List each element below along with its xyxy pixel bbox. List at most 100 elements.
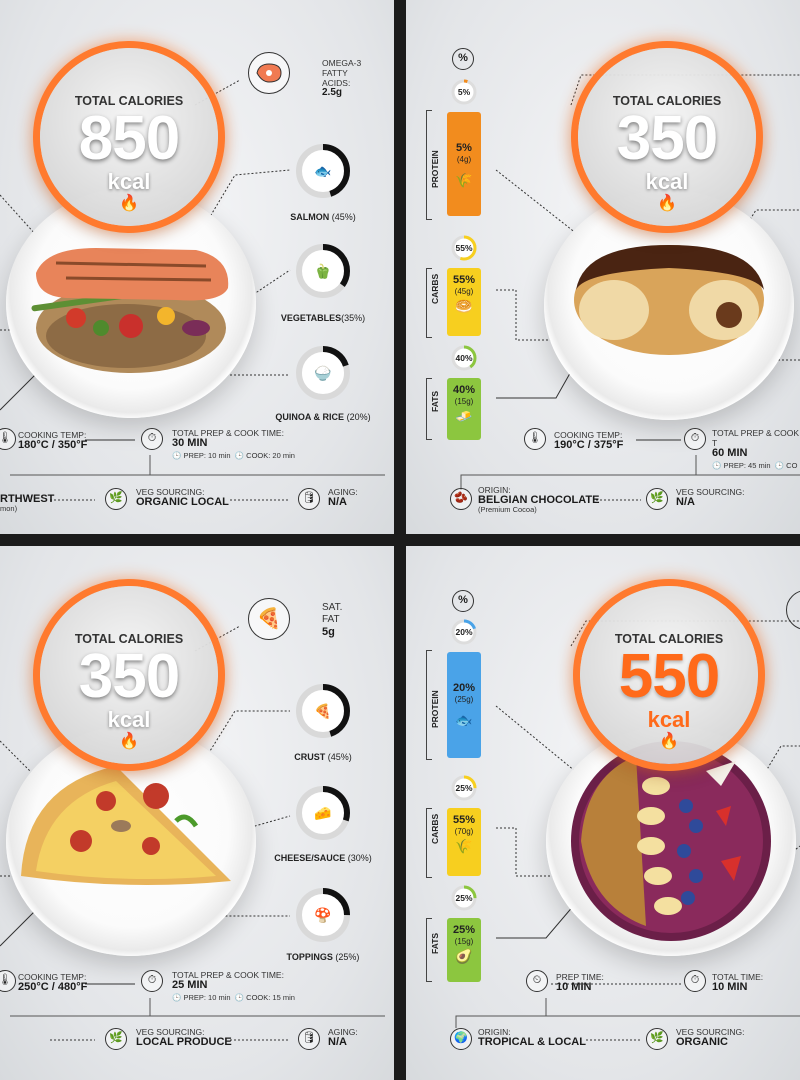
ring-quinoa-label: QUINOA & RICE (20%) — [275, 412, 371, 422]
ring-toppings: 🍄 — [296, 888, 350, 942]
veg-sourcing: VEG SOURCING: ORGANIC LOCAL — [136, 487, 229, 508]
total-calories-label: TOTAL CALORIES — [74, 94, 184, 108]
wheat-icon: 🌾 — [455, 838, 473, 854]
plate — [546, 726, 796, 956]
fats-bar: 40% (15g) 🧈 — [447, 378, 481, 440]
butter-icon: 🧈 — [455, 408, 473, 424]
wheat-icon: 🌾 — [455, 172, 473, 188]
percent-header: % — [452, 48, 474, 70]
thermometer-icon: 🌡 — [0, 428, 16, 450]
omega3-label: OMEGA-3 FATTY ACIDS: 2.5g — [322, 58, 362, 98]
cooking-temp: COOKING TEMP: 250°C / 480°F — [18, 972, 88, 993]
carbs-label: CARBS — [430, 273, 440, 304]
pizza-icon: 🍕 — [314, 703, 331, 720]
flame-icon: 🔥 — [657, 195, 677, 212]
mushroom-icon: 🍄 — [314, 907, 331, 924]
avocado-icon: 🥑 — [455, 948, 473, 964]
mini-ring-fats: 40% — [450, 344, 478, 372]
total-calories-label: TOTAL CALORIES — [74, 632, 184, 646]
total-calories-badge: TOTAL CALORIES 350 kcal 🔥 — [578, 48, 756, 226]
carbs-bar: 55% (70g) 🌾 — [447, 808, 481, 876]
panel-pizza: TOTAL CALORIES 350 kcal 🔥 🍕 SAT. FAT 5g … — [0, 546, 394, 1080]
ring-quinoa: 🍚 — [296, 346, 350, 400]
ring-salmon: 🐟 — [296, 144, 350, 198]
carbs-label: CARBS — [430, 813, 440, 844]
total-calories-value: 350 — [78, 642, 180, 711]
aging: AGING: N/A — [328, 487, 358, 508]
clock-icon: 🕒 — [172, 993, 182, 1002]
pepper-icon: 🫑 — [314, 263, 331, 280]
pizza-slice-illustration — [21, 766, 231, 885]
pizza-slice-icon: 🍕 — [248, 598, 290, 640]
leaf-icon: 🌿 — [646, 488, 668, 510]
protein-bar: 20% (25g) 🐟 — [447, 652, 481, 758]
fats-label: FATS — [430, 390, 440, 412]
fish-icon: 🐟 — [455, 712, 473, 728]
total-calories-value: 550 — [618, 642, 720, 711]
clock-icon: 🕒 — [712, 461, 722, 470]
mini-ring-protein: 20% — [450, 618, 478, 646]
calories-unit: kcal — [645, 169, 689, 194]
ring-crust: 🍕 — [296, 684, 350, 738]
calories-unit: kcal — [647, 707, 691, 732]
omega3-value: 2.5g — [322, 87, 343, 98]
salmon-dish-illustration — [31, 248, 229, 373]
total-calories-badge: TOTAL CALORIES 850 kcal 🔥 — [40, 48, 218, 226]
total-calories-value: 350 — [616, 104, 718, 173]
flame-icon: 🔥 — [119, 195, 139, 212]
clock-icon: 🕒 — [234, 993, 245, 1002]
leaf-icon: 🌿 — [105, 488, 127, 510]
thermometer-icon: 🌡 — [0, 970, 16, 992]
calories-unit: kcal — [107, 707, 151, 732]
total-calories-value: 850 — [78, 104, 180, 173]
mini-ring-protein: 5% — [450, 78, 478, 106]
flame-icon: 🔥 — [659, 733, 679, 750]
plate — [6, 726, 256, 956]
panel-salmon: TOTAL CALORIES 850 kcal 🔥 OMEGA-3 FATTY … — [0, 0, 394, 534]
total-time: TOTAL TIME: 10 MIN — [712, 972, 764, 993]
clock-icon: 🕒 — [172, 451, 182, 460]
prep-time: PREP TIME: 10 MIN — [556, 972, 604, 993]
carbs-bar: 55% (45g) 🥯 — [447, 268, 481, 336]
veg-sourcing: VEG SOURCING: N/A — [676, 487, 745, 508]
total-calories-label: TOTAL CALORIES — [614, 632, 724, 646]
origin: RTHWEST mon) — [0, 493, 55, 514]
cheese-icon: 🧀 — [314, 805, 331, 821]
donut-illustration — [574, 245, 764, 355]
stopwatch-icon: ⏱ — [141, 428, 163, 450]
veg-sourcing: VEG SOURCING: LOCAL PRODUCE — [136, 1027, 232, 1048]
prep-cook-time: TOTAL PREP & COOK TIME: 30 MIN 🕒 PREP: 1… — [172, 428, 295, 460]
protein-label: PROTEIN — [430, 690, 440, 728]
partial-icon-circle — [786, 590, 800, 630]
barrel-icon: 🛢 — [298, 1028, 320, 1050]
total-calories-label: TOTAL CALORIES — [612, 94, 722, 108]
mini-ring-carbs: 55% — [450, 234, 478, 262]
ring-vegetables-label: VEGETABLES(35%) — [280, 313, 366, 323]
ring-crust-label: CRUST (45%) — [294, 752, 352, 762]
stopwatch-icon: ⏱ — [141, 970, 163, 992]
flour-sack-icon: 🥯 — [455, 298, 473, 314]
mini-ring-carbs: 25% — [450, 774, 478, 802]
stopwatch-icon: ⏱ — [684, 970, 706, 992]
timer-icon: ⏲ — [526, 970, 548, 992]
veg-sourcing: VEG SOURCING: ORGANIC — [676, 1027, 745, 1048]
rice-bowl-icon: 🍚 — [314, 365, 332, 382]
clock-icon: 🕒 — [774, 461, 785, 470]
panel-acai-bowl: % 20% PROTEIN 20% (25g) 🐟 25% CARBS 55% (70… — [406, 546, 800, 1080]
clock-icon: 🕒 — [234, 451, 245, 460]
cooking-temp: COOKING TEMP: 180°C / 350°F — [18, 430, 88, 451]
stopwatch-icon: ⏱ — [684, 428, 706, 450]
ring-salmon-label: SALMON (45%) — [290, 212, 356, 222]
thermometer-icon: 🌡 — [524, 428, 546, 450]
ring-cheese-sauce-label: CHEESE/SAUCE (30%) — [274, 853, 372, 863]
percent-header: % — [452, 590, 474, 612]
acai-bowl-illustration — [571, 741, 771, 941]
globe-icon: 🌍 — [450, 1028, 472, 1050]
origin: ORIGIN: TROPICAL & LOCAL — [478, 1027, 586, 1048]
fats-bar: 25% (15g) 🥑 — [447, 918, 481, 982]
ring-toppings-label: TOPPINGS (25%) — [286, 952, 360, 962]
origin: ORIGIN: BELGIAN CHOCOLATE (Premium Cocoa… — [478, 485, 600, 514]
calories-unit: kcal — [107, 169, 151, 194]
cooking-temp: COOKING TEMP: 190°C / 375°F — [554, 430, 624, 451]
fats-label: FATS — [430, 932, 440, 954]
